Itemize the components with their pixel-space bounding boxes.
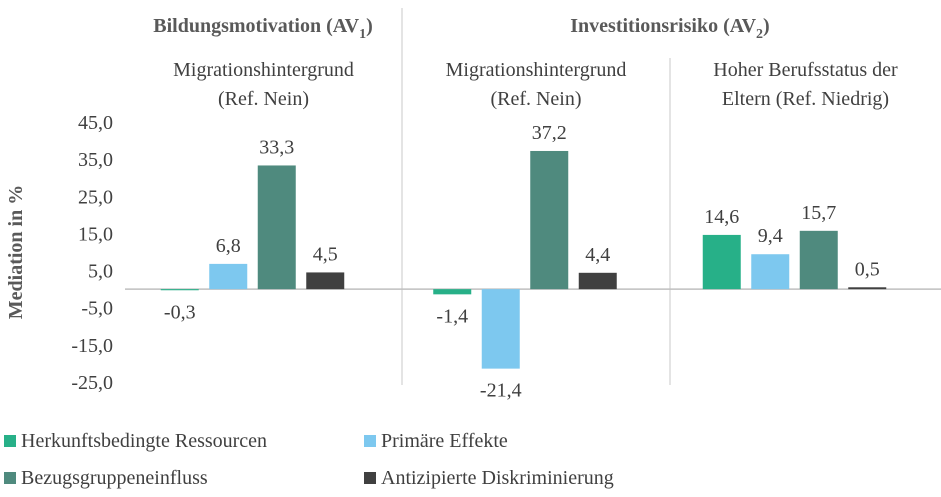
group-header-part: ) [366,15,373,37]
group-header-part: 1 [359,27,366,42]
bar [799,230,838,290]
group-header-part: Bildungsmotivation (AV [153,15,359,37]
group-header-part: Investitionsrisiko (AV [570,15,756,37]
bar [530,150,569,290]
y-axis-label: Mediation in % [5,185,27,319]
bar [209,263,248,290]
group-header-part: ) [763,15,770,37]
y-tick-label: -5,0 [81,298,113,320]
category-label: (Ref. Nein) [490,88,581,110]
category-label: (Ref. Nein) [218,88,309,110]
bar [433,289,472,295]
category-label: Hoher Berufsstatus der [713,59,898,81]
legend-label: Primäre Effekte [381,430,508,452]
y-tick-label: 5,0 [88,261,113,283]
category-label: Migrationshintergrund [173,59,354,81]
y-tick-label: -25,0 [71,372,113,394]
bar [578,272,617,290]
data-label: 14,6 [704,206,739,228]
y-tick-label: 45,0 [78,112,113,134]
group-header: Investitionsrisiko (AV2) [570,15,769,42]
data-label: 6,8 [216,235,241,257]
data-label: 37,2 [532,122,567,144]
bar [751,254,790,290]
legend-label: Antizipierte Diskriminierung [381,467,614,489]
bar [702,234,741,290]
legend-swatch [4,435,16,447]
legend-swatch [364,435,376,447]
data-label: 4,5 [313,243,338,265]
category-label: Eltern (Ref. Niedrig) [722,88,889,110]
legend-label: Herkunftsbedingte Ressourcen [21,430,267,452]
y-tick-label: -15,0 [71,335,113,357]
y-tick-label: 25,0 [78,186,113,208]
bar [481,289,520,369]
legend-label: Bezugsgruppeneinfluss [21,467,208,489]
category-label: Migrationshintergrund [446,59,627,81]
y-tick-label: 15,0 [78,223,113,245]
bar [848,287,887,290]
bar [306,272,345,290]
data-label: -0,3 [164,301,196,323]
legend-swatch [4,472,16,484]
data-label: 9,4 [758,225,783,247]
group-header: Bildungsmotivation (AV1) [153,15,372,42]
data-label: 33,3 [259,136,294,158]
legend-swatch [364,472,376,484]
y-tick-label: 35,0 [78,149,113,171]
data-label: 0,5 [855,258,880,280]
data-label: -21,4 [480,380,522,402]
data-label: 4,4 [585,244,610,266]
bar [160,289,199,291]
data-label: 15,7 [801,202,836,224]
group-header-part: 2 [756,27,763,42]
data-label: -1,4 [436,305,468,327]
bar [257,165,296,290]
